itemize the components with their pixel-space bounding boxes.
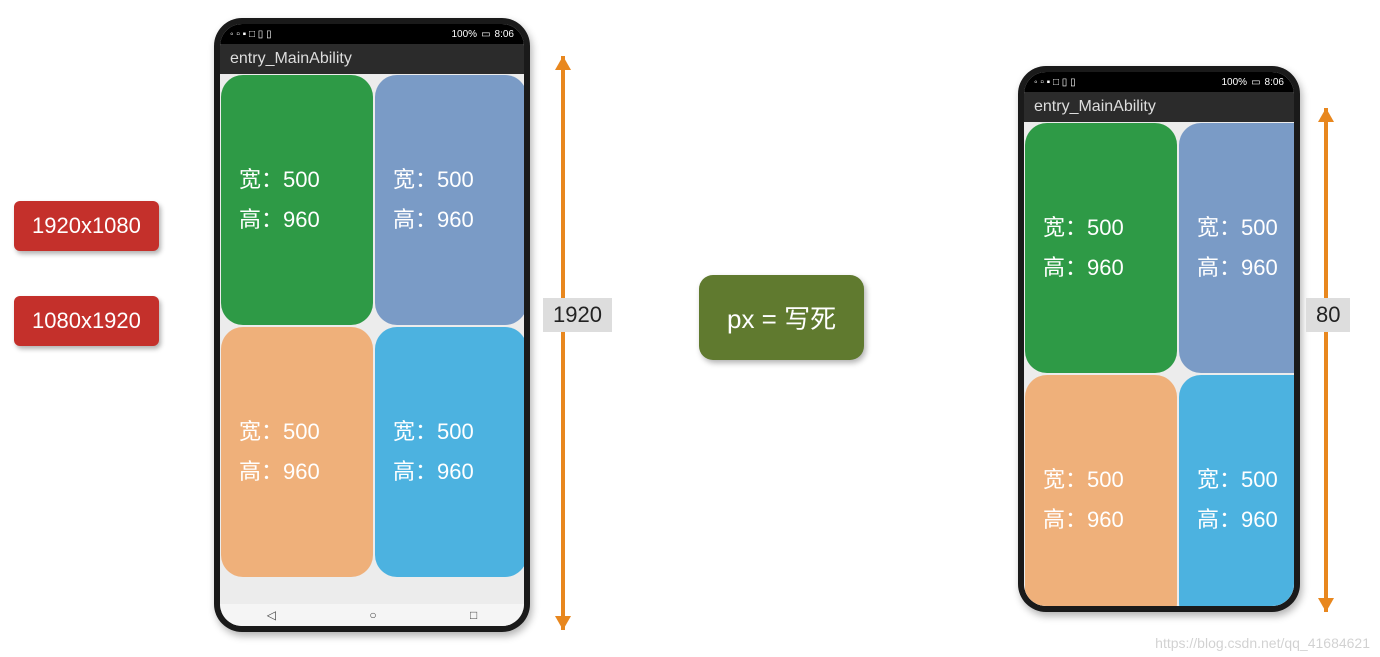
app-title: entry_MainAbility bbox=[1024, 92, 1294, 122]
app-title: entry_MainAbility bbox=[220, 44, 524, 74]
card-grid: 宽：500高：960宽：500高：960宽：500高：960宽：500高：960 bbox=[220, 74, 524, 578]
arrow-up-icon bbox=[555, 56, 571, 70]
resolution-badge-1: 1080x1920 bbox=[14, 296, 159, 346]
phone-left: ◦ ▫ ▪ □ ▯ ▯ 100% ▭ 8:06 entry_MainAbilit… bbox=[214, 18, 530, 632]
status-icons-left: ◦ ▫ ▪ □ ▯ ▯ bbox=[230, 29, 272, 40]
status-bar: ◦ ▫ ▪ □ ▯ ▯ 100% ▭ 8:06 bbox=[1024, 72, 1294, 92]
card-width-line: 宽：500 bbox=[1043, 460, 1177, 500]
px-equals-badge: px = 写死 bbox=[699, 275, 864, 360]
card-grid: 宽：500高：960宽：500高：960宽：500高：960宽：500高：960 bbox=[1024, 122, 1294, 606]
arrow-down-icon bbox=[1318, 598, 1334, 612]
layout-card-2: 宽：500高：960 bbox=[221, 327, 373, 577]
watermark: https://blog.csdn.net/qq_41684621 bbox=[1155, 635, 1370, 651]
layout-card-3: 宽：500高：960 bbox=[1179, 375, 1294, 606]
resolution-badge-0: 1920x1080 bbox=[14, 201, 159, 251]
card-width-line: 宽：500 bbox=[239, 412, 373, 452]
height-arrow-right bbox=[1318, 108, 1334, 612]
status-bar: ◦ ▫ ▪ □ ▯ ▯ 100% ▭ 8:06 bbox=[220, 24, 524, 44]
card-height-line: 高：960 bbox=[1043, 248, 1177, 288]
card-width-line: 宽：500 bbox=[1197, 208, 1294, 248]
screen: 宽：500高：960宽：500高：960宽：500高：960宽：500高：960 bbox=[1024, 122, 1294, 606]
layout-card-0: 宽：500高：960 bbox=[1025, 123, 1177, 373]
arrow-up-icon bbox=[1318, 108, 1334, 122]
screen: 宽：500高：960宽：500高：960宽：500高：960宽：500高：960 bbox=[220, 74, 524, 604]
arrow-line bbox=[561, 56, 565, 630]
arrow-down-icon bbox=[555, 616, 571, 630]
phone-right: ◦ ▫ ▪ □ ▯ ▯ 100% ▭ 8:06 entry_MainAbilit… bbox=[1018, 66, 1300, 612]
card-height-line: 高：960 bbox=[239, 200, 373, 240]
layout-card-2: 宽：500高：960 bbox=[1025, 375, 1177, 606]
card-width-line: 宽：500 bbox=[1197, 460, 1294, 500]
card-height-line: 高：960 bbox=[1197, 248, 1294, 288]
height-label-left: 1920 bbox=[543, 298, 612, 332]
card-height-line: 高：960 bbox=[393, 452, 524, 492]
time-text: 8:06 bbox=[1265, 77, 1284, 88]
height-label-right: 80 bbox=[1306, 298, 1350, 332]
nav-home-icon[interactable]: ○ bbox=[369, 608, 376, 622]
layout-card-0: 宽：500高：960 bbox=[221, 75, 373, 325]
card-height-line: 高：960 bbox=[1197, 500, 1294, 540]
card-width-line: 宽：500 bbox=[393, 160, 524, 200]
card-height-line: 高：960 bbox=[239, 452, 373, 492]
battery-text: 100% bbox=[452, 29, 478, 40]
nav-recent-icon[interactable]: □ bbox=[470, 608, 477, 622]
arrow-line bbox=[1324, 108, 1328, 612]
layout-card-1: 宽：500高：960 bbox=[1179, 123, 1294, 373]
status-right: 100% ▭ 8:06 bbox=[1222, 77, 1285, 88]
card-height-line: 高：960 bbox=[393, 200, 524, 240]
status-icons-left: ◦ ▫ ▪ □ ▯ ▯ bbox=[1034, 77, 1076, 88]
card-width-line: 宽：500 bbox=[1043, 208, 1177, 248]
time-text: 8:06 bbox=[495, 29, 514, 40]
nav-bar: ◁ ○ □ bbox=[220, 604, 524, 626]
height-arrow-left bbox=[555, 56, 571, 630]
layout-card-1: 宽：500高：960 bbox=[375, 75, 524, 325]
battery-text: 100% bbox=[1222, 77, 1248, 88]
status-right: 100% ▭ 8:06 bbox=[452, 29, 515, 40]
card-width-line: 宽：500 bbox=[239, 160, 373, 200]
card-height-line: 高：960 bbox=[1043, 500, 1177, 540]
card-width-line: 宽：500 bbox=[393, 412, 524, 452]
nav-back-icon[interactable]: ◁ bbox=[267, 608, 276, 622]
layout-card-3: 宽：500高：960 bbox=[375, 327, 524, 577]
